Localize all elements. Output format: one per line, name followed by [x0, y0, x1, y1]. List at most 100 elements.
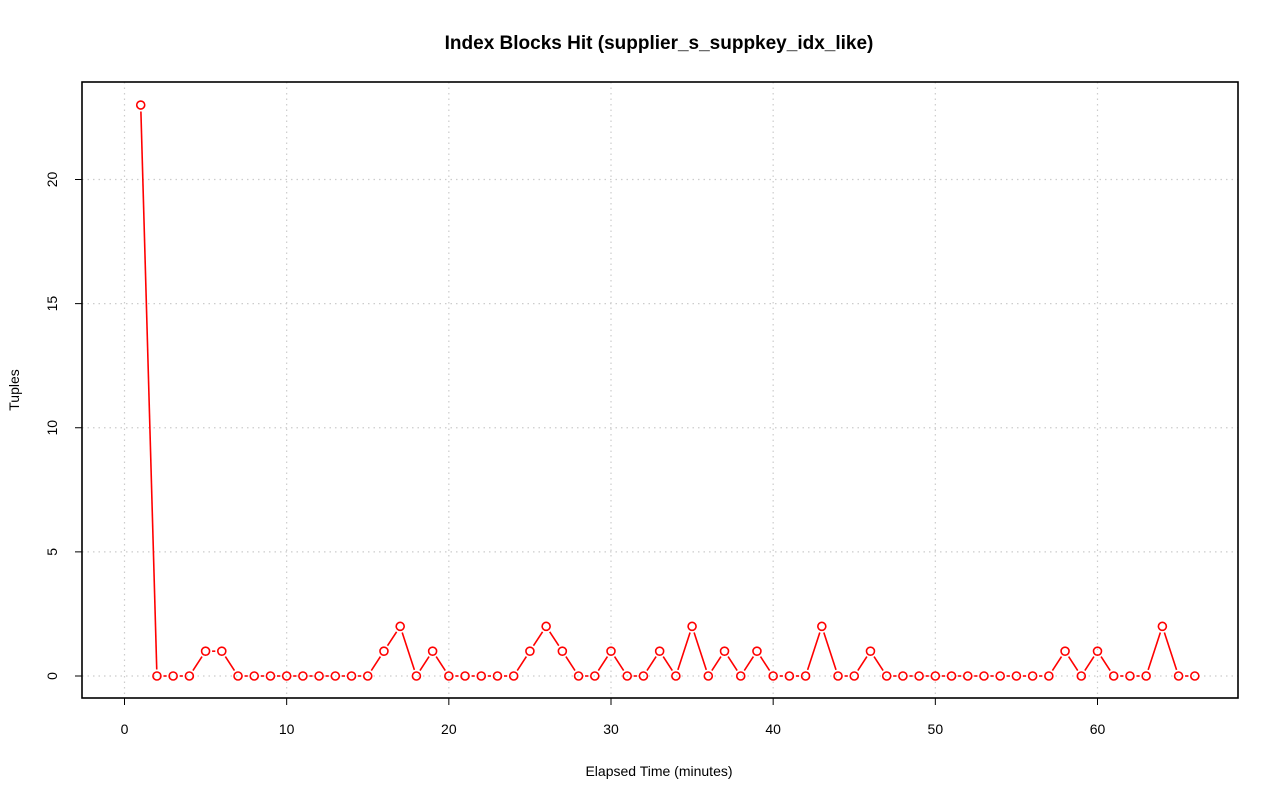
- data-point: [281, 671, 292, 681]
- data-point: [476, 671, 487, 681]
- data-point: [1027, 671, 1038, 681]
- data-point: [654, 646, 665, 656]
- data-point: [1157, 621, 1168, 632]
- y-tick-label: 5: [44, 548, 60, 556]
- data-point: [200, 646, 211, 656]
- series-line-segment: [419, 656, 430, 671]
- data-point: [979, 671, 989, 681]
- data-point: [1141, 671, 1151, 681]
- series-line-segment: [532, 631, 544, 647]
- data-point: [784, 671, 795, 681]
- data-point: [573, 671, 584, 681]
- data-point: [589, 671, 600, 681]
- x-tick-label: 20: [441, 721, 457, 737]
- data-point: [800, 671, 811, 681]
- series-line-segment: [662, 656, 673, 671]
- axes: 0 10 20 30 40 50 60 0 5 10 15 20: [44, 172, 1105, 737]
- data-point: [1108, 671, 1119, 681]
- data-point: [168, 671, 178, 681]
- series-line-segment: [435, 656, 446, 671]
- y-tick-label: 20: [44, 172, 60, 188]
- x-tick-label: 10: [279, 721, 295, 737]
- data-point: [849, 671, 860, 681]
- series-line-segment: [1100, 656, 1111, 671]
- data-point: [1044, 671, 1054, 681]
- data-point: [184, 671, 195, 681]
- data-point: [606, 646, 616, 656]
- data-point: [557, 646, 568, 656]
- data-point: [768, 671, 778, 681]
- series-line-segment: [711, 656, 722, 671]
- data-point: [735, 671, 746, 681]
- data-point: [865, 646, 876, 656]
- data-point: [914, 671, 924, 681]
- series-line-segment: [1163, 632, 1178, 671]
- series-line-segment: [140, 111, 158, 670]
- x-tick-label: 50: [928, 721, 944, 737]
- series-line-segment: [613, 656, 625, 671]
- data-point: [817, 621, 827, 632]
- data-point: [444, 671, 454, 681]
- y-tick-label: 15: [44, 296, 60, 312]
- data-point: [541, 621, 551, 632]
- data-point: [1011, 671, 1022, 681]
- data-point: [298, 671, 308, 681]
- series-line-segment: [806, 632, 821, 671]
- data-point: [719, 646, 730, 656]
- data-point: [395, 621, 405, 632]
- data-point: [492, 671, 503, 681]
- series-line-segment: [1067, 656, 1079, 671]
- data-point: [703, 671, 714, 681]
- data-point: [1092, 646, 1103, 656]
- x-axis-label: Elapsed Time (minutes): [585, 763, 732, 779]
- data-point: [946, 671, 957, 681]
- grid-lines: [82, 82, 1238, 698]
- series-line-segment: [823, 632, 837, 671]
- data-point: [1190, 671, 1200, 681]
- data-point: [1173, 671, 1184, 681]
- series-line-segment: [370, 656, 382, 671]
- data-point: [265, 671, 276, 681]
- series-line-segment: [224, 656, 236, 671]
- chart-title: Index Blocks Hit (supplier_s_suppkey_idx…: [445, 33, 874, 54]
- data-point: [427, 646, 438, 656]
- x-tick-label: 30: [603, 721, 619, 737]
- series-line-segment: [386, 631, 398, 647]
- data-point: [1060, 646, 1070, 656]
- data-point: [1076, 671, 1087, 681]
- data-point: [362, 671, 373, 681]
- data-point: [460, 671, 470, 681]
- series-line-segment: [759, 656, 771, 671]
- series-line-segment: [1051, 656, 1063, 671]
- data-point: [752, 646, 762, 656]
- data-point: [1125, 671, 1135, 681]
- series-line-segment: [1147, 632, 1162, 671]
- series-line-segment: [192, 656, 203, 671]
- series-line-segment: [646, 656, 657, 671]
- data-point: [152, 671, 162, 681]
- x-tick-label: 40: [765, 721, 781, 737]
- data-point: [379, 646, 389, 656]
- data-point: [525, 646, 535, 656]
- data-point: [233, 671, 243, 681]
- series-line-segment: [727, 656, 738, 671]
- plot-frame: [81, 81, 1239, 699]
- series-line-segment: [1084, 656, 1095, 671]
- data-point: [962, 671, 973, 681]
- data-point: [217, 646, 227, 656]
- data-point: [411, 671, 422, 681]
- data-point: [930, 671, 941, 681]
- data-point: [995, 671, 1006, 681]
- data-point: [881, 671, 892, 681]
- series-line-segment: [873, 656, 884, 671]
- series-line-segment: [677, 632, 691, 671]
- data-point: [622, 671, 633, 681]
- data-point: [508, 671, 519, 681]
- series-line-segment: [597, 656, 609, 671]
- series-line-segment: [401, 632, 416, 671]
- data-point: [671, 671, 681, 681]
- series-line-segment: [693, 632, 708, 671]
- data-point: [330, 671, 341, 681]
- data-point: [898, 671, 908, 681]
